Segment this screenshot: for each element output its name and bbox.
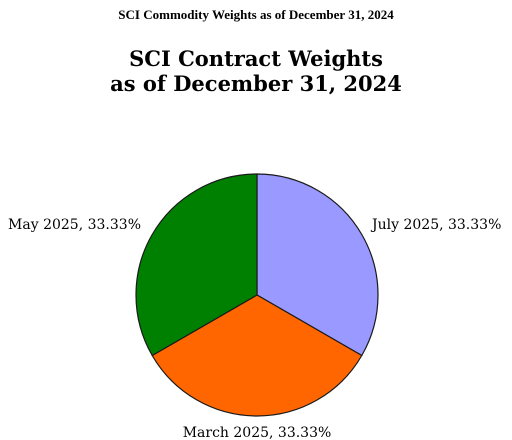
slice-label-1: July 2025, 33.33% <box>370 217 501 233</box>
slice-label-2: March 2025, 33.33% <box>183 425 332 440</box>
chart-title-line-1: SCI Contract Weights <box>129 46 383 71</box>
pie-slice-1 <box>256 173 379 357</box>
pie-slice-3 <box>135 173 258 357</box>
slice-label-3: May 2025, 33.33% <box>8 217 141 233</box>
pie-labels: July 2025, 33.33% March 2025, 33.33% May 2… <box>8 217 501 440</box>
pie-slices <box>135 173 379 417</box>
chart-title-line-2: as of December 31, 2024 <box>110 71 402 96</box>
chart-title: SCI Contract Weights as of December 31, … <box>0 46 512 96</box>
document-title: SCI Commodity Weights as of December 31,… <box>118 7 394 22</box>
